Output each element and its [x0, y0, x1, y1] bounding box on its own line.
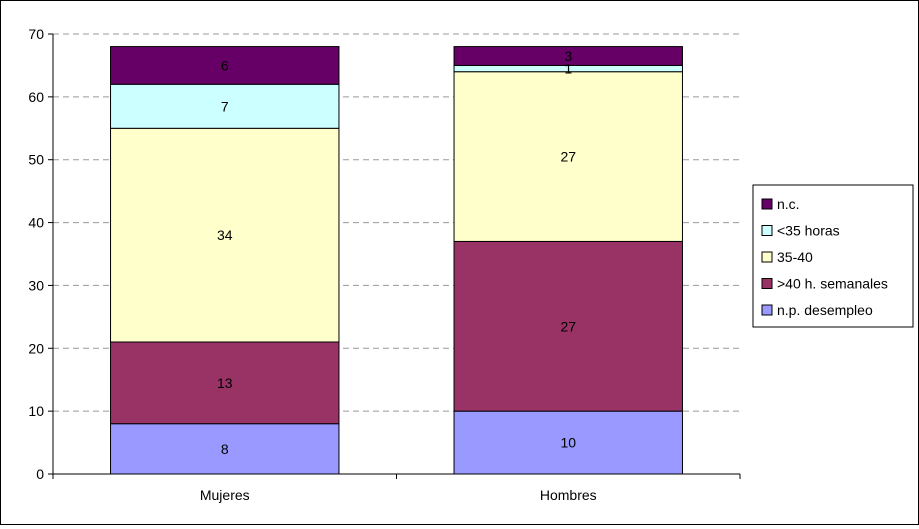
- data-label: 27: [560, 318, 576, 334]
- data-label: 7: [221, 98, 229, 114]
- x-tick-label: Hombres: [540, 487, 597, 503]
- legend-swatch: [761, 251, 773, 263]
- bar-segment: [110, 83, 340, 129]
- data-label: 6: [221, 57, 229, 73]
- legend-label: 35-40: [777, 249, 813, 265]
- bar-segment: [453, 46, 683, 66]
- data-label: 10: [560, 435, 576, 451]
- legend-swatch: [761, 198, 773, 210]
- legend-box: [752, 184, 914, 328]
- legend-label: <35 horas: [777, 223, 840, 239]
- y-tick-label: 30: [28, 277, 44, 293]
- y-tick-label: 10: [28, 403, 44, 419]
- legend-swatch: [761, 225, 773, 236]
- axes: 0 10 20 30 40 50 60 70 Mujeres Hombres: [28, 26, 741, 503]
- data-label: 1: [564, 61, 572, 77]
- y-tick-label: 50: [28, 152, 44, 168]
- data-label: 8: [221, 441, 229, 457]
- y-tick-label: 20: [28, 340, 44, 356]
- legend-swatch: [761, 304, 773, 316]
- bars: [110, 46, 683, 475]
- data-label: 34: [217, 227, 233, 243]
- bar-segment: [110, 46, 340, 85]
- bar-segment: [453, 410, 683, 475]
- legend-label: >40 h. semanales: [777, 276, 888, 292]
- bar-segment: [453, 71, 683, 242]
- data-label: 13: [217, 375, 233, 391]
- legend-label: n.p. desempleo: [777, 302, 873, 318]
- y-tick-label: 70: [28, 26, 44, 42]
- y-tick-label: 60: [28, 89, 44, 105]
- legend: n.c. <35 horas 35-40 >40 h. semanales n.p. d…: [752, 184, 914, 328]
- y-tick-label: 40: [28, 215, 44, 231]
- legend-label: n.c.: [777, 196, 800, 212]
- bar-segment: [110, 127, 340, 343]
- y-tick-label: 0: [36, 466, 44, 482]
- bar-segment: [110, 341, 340, 425]
- data-label: 3: [564, 48, 572, 64]
- bar-segment: [453, 240, 683, 412]
- data-labels: 8 13 34 7 6 10 27 27 13: [217, 48, 576, 457]
- legend-swatch: [761, 278, 773, 289]
- x-tick-label: Mujeres: [200, 487, 250, 503]
- data-label: 27: [560, 149, 576, 165]
